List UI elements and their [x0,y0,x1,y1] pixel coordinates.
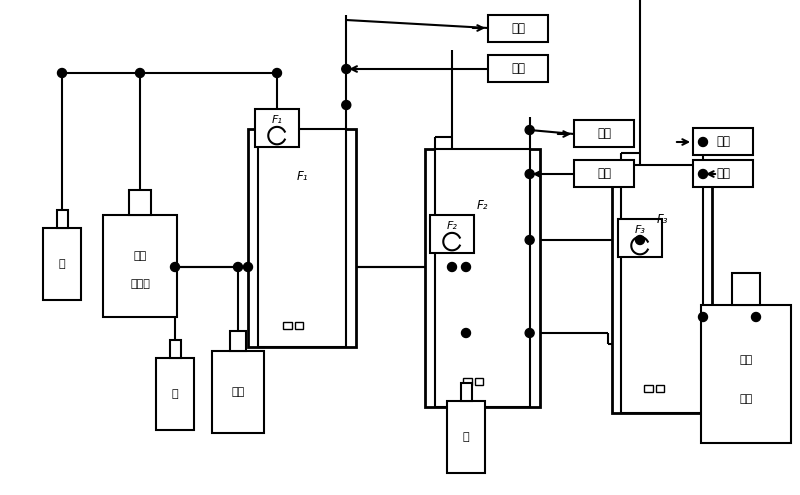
Circle shape [170,262,179,271]
Text: 储罐: 储罐 [739,394,753,404]
Bar [461,383,471,401]
Circle shape [525,169,534,179]
Bar [447,401,485,473]
Circle shape [525,126,534,135]
Bar [295,322,303,329]
Bar [574,160,634,187]
Bar [693,128,753,155]
Bar [212,351,264,433]
Circle shape [698,312,707,321]
Bar [43,228,81,300]
Circle shape [447,262,457,271]
Circle shape [243,262,253,271]
Bar [644,385,653,392]
Text: 培养基: 培养基 [130,279,150,290]
Circle shape [462,329,470,338]
Bar [488,55,548,82]
Text: 尾气: 尾气 [716,135,730,148]
Text: F₁: F₁ [271,115,282,125]
Text: 空气: 空气 [511,62,525,75]
Bar [170,340,181,358]
Bar [693,160,753,187]
Bar [57,210,67,228]
Bar [248,129,356,347]
Bar [612,165,712,413]
Bar [475,378,483,385]
Text: 尾气: 尾气 [597,127,611,140]
Bar [463,378,472,385]
Circle shape [525,236,534,245]
Text: F₂: F₂ [477,199,488,212]
Text: 产品: 产品 [739,355,753,365]
Circle shape [751,312,761,321]
Bar [103,215,177,317]
Circle shape [58,68,66,78]
Text: 氮气: 氮气 [716,167,730,180]
Circle shape [342,100,350,109]
Text: 甘油: 甘油 [134,251,146,261]
Text: F₃: F₃ [634,225,646,235]
Bar [230,331,246,351]
Circle shape [698,169,707,179]
Bar [488,15,548,42]
Bar [430,215,474,253]
Circle shape [135,68,145,78]
Bar [255,109,299,147]
Circle shape [525,329,534,338]
Circle shape [273,68,282,78]
Text: 泵: 泵 [462,432,470,442]
Text: 尾气: 尾气 [511,22,525,35]
Circle shape [698,138,707,147]
Text: 泵: 泵 [58,259,66,269]
Bar [732,273,760,305]
Bar [258,129,346,347]
Circle shape [342,64,350,73]
Text: F₂: F₂ [446,221,458,231]
Circle shape [635,236,645,245]
Bar [701,305,791,443]
Circle shape [462,262,470,271]
Bar [618,219,662,257]
Text: 泵: 泵 [172,389,178,399]
Bar [156,358,194,430]
Text: 氮气: 氮气 [597,167,611,180]
Bar [574,120,634,147]
Bar [283,322,292,329]
Bar [656,385,664,392]
Bar [425,149,540,407]
Circle shape [234,262,242,271]
Bar [435,149,530,407]
Text: F₃: F₃ [656,213,668,226]
Bar [129,190,151,215]
Bar [621,165,703,413]
Text: 焘油: 焘油 [231,387,245,397]
Text: F₁: F₁ [296,170,308,184]
